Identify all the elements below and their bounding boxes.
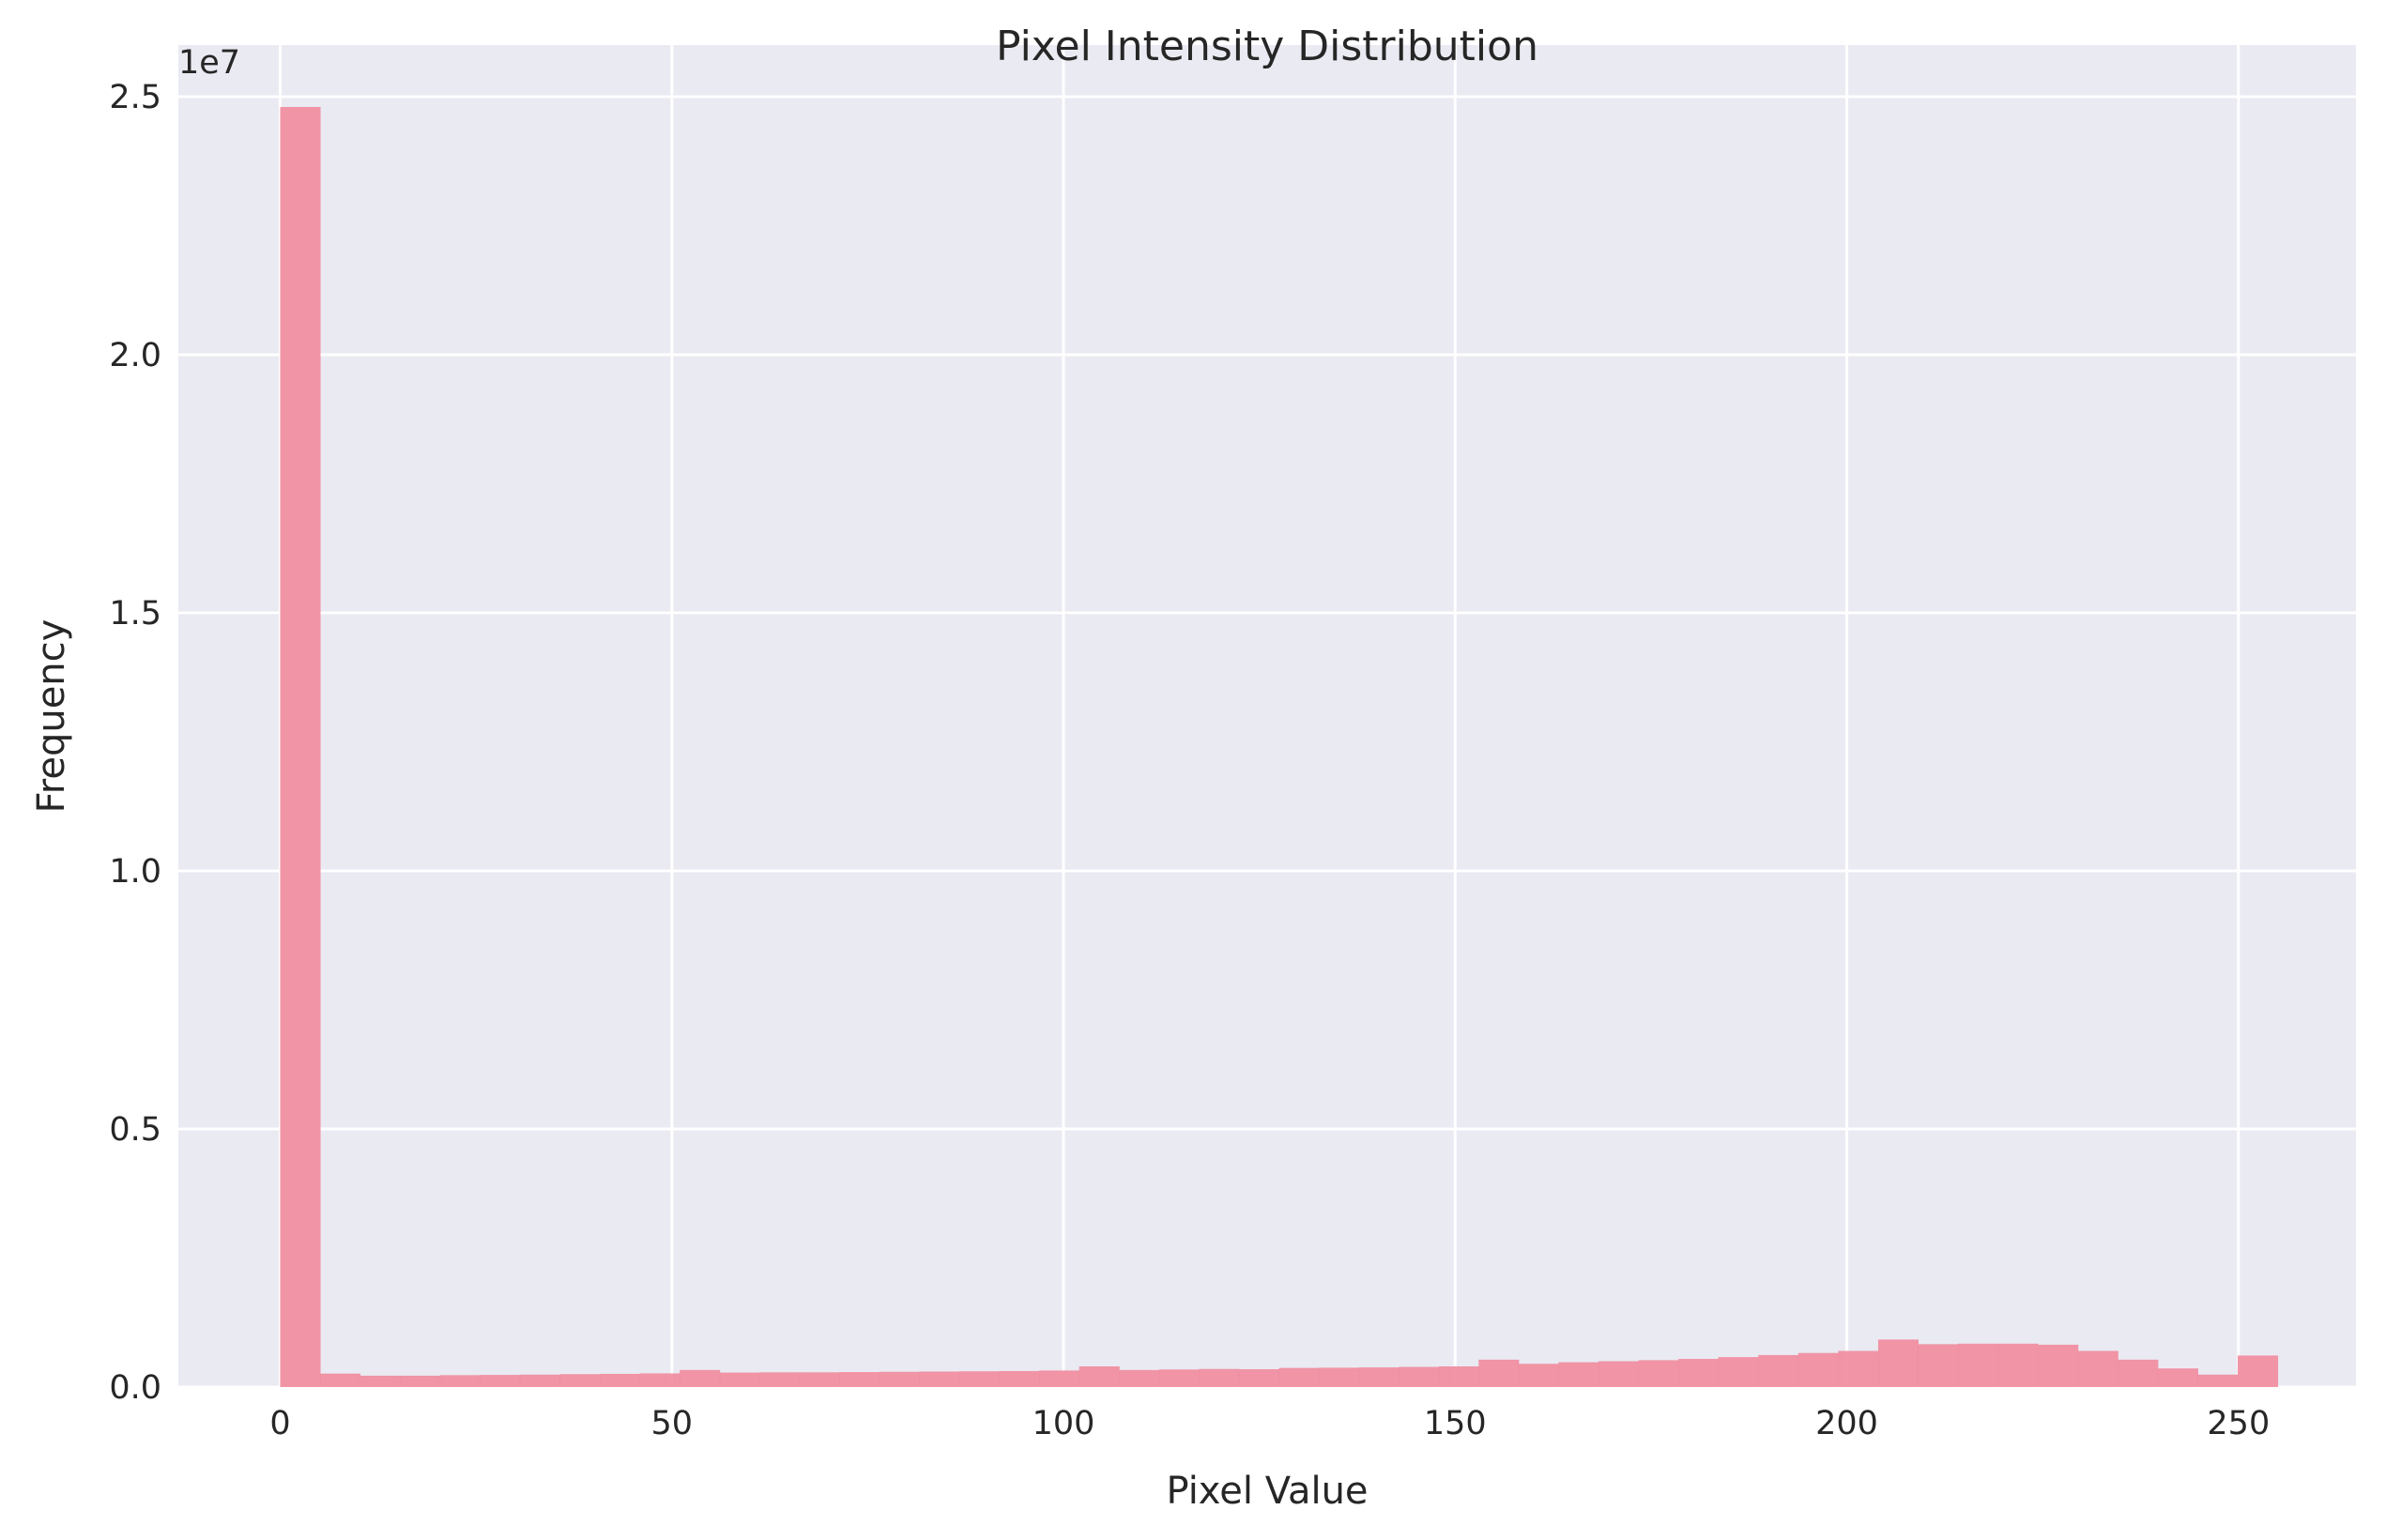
histogram-bar bbox=[1438, 1366, 1479, 1387]
histogram-bar bbox=[2077, 1350, 2118, 1387]
x-tick-label: 0 bbox=[269, 1405, 290, 1442]
histogram-bar bbox=[2118, 1359, 2159, 1387]
histogram-bar bbox=[839, 1372, 880, 1387]
histogram-bar bbox=[1119, 1369, 1160, 1387]
y-tick-label: 1.5 bbox=[109, 595, 161, 633]
histogram-bar bbox=[1877, 1339, 1919, 1387]
histogram-bar bbox=[1558, 1362, 1599, 1387]
histogram-bar bbox=[1158, 1369, 1200, 1387]
histogram-bar bbox=[799, 1372, 840, 1387]
histogram-bar bbox=[1958, 1343, 1999, 1387]
plot-area bbox=[178, 45, 2356, 1387]
histogram-bar bbox=[1638, 1360, 1679, 1387]
histogram-bar bbox=[359, 1375, 401, 1387]
histogram-bar bbox=[999, 1370, 1040, 1387]
histogram-bar bbox=[759, 1372, 801, 1387]
histogram-bar bbox=[719, 1372, 760, 1387]
x-tick-label: 200 bbox=[1815, 1405, 1878, 1442]
y-tick-labels: 0.0 0.5 1.0 1.5 2.0 2.5 bbox=[109, 79, 161, 1407]
histogram-bar bbox=[1797, 1352, 1839, 1387]
histogram-bar bbox=[1758, 1354, 1799, 1387]
histogram-bar bbox=[1278, 1367, 1320, 1387]
histogram-bar bbox=[439, 1375, 481, 1387]
histogram-bar bbox=[959, 1371, 1001, 1387]
y-tick-label: 1.0 bbox=[109, 853, 161, 891]
histogram-bar bbox=[879, 1371, 920, 1387]
histogram-bar bbox=[1718, 1357, 1759, 1387]
x-tick-label: 150 bbox=[1424, 1405, 1487, 1442]
histogram-bar bbox=[919, 1371, 960, 1387]
histogram-bar bbox=[2237, 1355, 2279, 1387]
histogram-bar bbox=[1399, 1366, 1440, 1387]
histogram-bar bbox=[639, 1373, 681, 1387]
histogram-bars bbox=[280, 107, 2279, 1387]
histogram-bar bbox=[280, 107, 321, 1387]
histogram-bar bbox=[1918, 1344, 1959, 1387]
histogram-bar bbox=[559, 1374, 601, 1387]
y-offset-label: 1e7 bbox=[178, 44, 240, 82]
histogram-bar bbox=[1358, 1367, 1399, 1387]
histogram-bar bbox=[1598, 1361, 1640, 1387]
histogram-bar bbox=[1319, 1367, 1360, 1387]
y-tick-label: 2.5 bbox=[109, 79, 161, 116]
x-tick-label: 50 bbox=[650, 1405, 693, 1442]
histogram-bar bbox=[680, 1369, 721, 1387]
x-tick-label: 250 bbox=[2207, 1405, 2270, 1442]
histogram-bar bbox=[599, 1373, 641, 1387]
chart-title: Pixel Intensity Distribution bbox=[996, 23, 1538, 70]
histogram-bar bbox=[1518, 1364, 1559, 1387]
histogram-bar bbox=[2157, 1368, 2198, 1387]
histogram-bar bbox=[400, 1375, 441, 1387]
histogram-bar bbox=[1478, 1359, 1520, 1387]
histogram-bar bbox=[1238, 1369, 1280, 1387]
x-tick-labels: 0 50 100 150 200 250 bbox=[269, 1405, 2270, 1442]
histogram-bar bbox=[2197, 1374, 2239, 1387]
y-tick-label: 0.5 bbox=[109, 1111, 161, 1149]
y-axis-title: Frequency bbox=[30, 619, 73, 814]
histogram-bar bbox=[480, 1375, 521, 1387]
histogram-bar bbox=[1078, 1366, 1120, 1387]
histogram-bar bbox=[1199, 1368, 1240, 1387]
histogram-bar bbox=[2038, 1344, 2079, 1387]
y-tick-label: 2.0 bbox=[109, 337, 161, 374]
histogram-bar bbox=[320, 1373, 361, 1387]
x-axis-title: Pixel Value bbox=[1166, 1470, 1368, 1513]
histogram-bar bbox=[1838, 1350, 1879, 1387]
histogram-bar bbox=[519, 1374, 560, 1387]
histogram-bar bbox=[1997, 1343, 2039, 1387]
histogram-bar bbox=[1678, 1359, 1720, 1387]
histogram-bar bbox=[1039, 1370, 1080, 1387]
x-tick-label: 100 bbox=[1032, 1405, 1095, 1442]
y-tick-label: 0.0 bbox=[109, 1369, 161, 1407]
